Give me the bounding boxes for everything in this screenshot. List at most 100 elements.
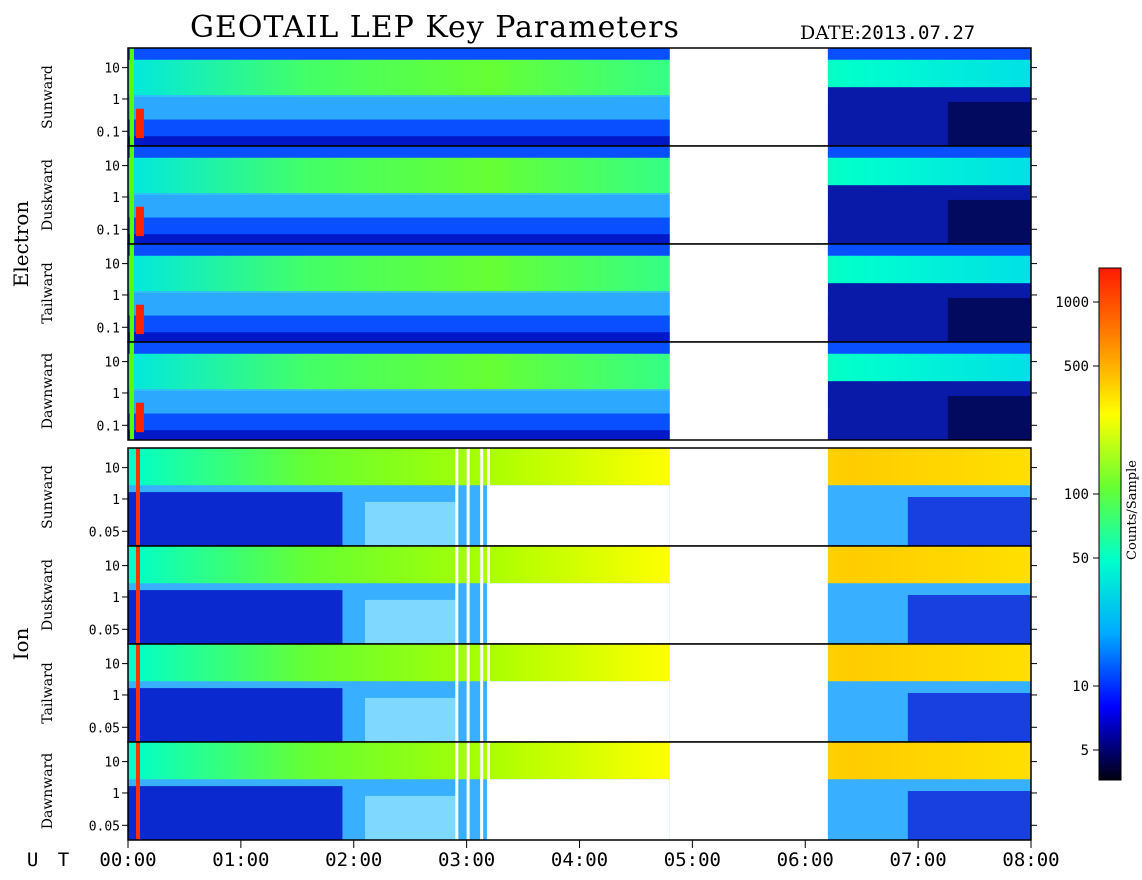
spectrogram-spike: [130, 342, 134, 440]
group-label-ion: Ion: [9, 627, 33, 660]
spectrogram-low-region: [907, 595, 1031, 644]
data-gap: [669, 644, 828, 743]
y-tick-label: 0.05: [89, 721, 120, 736]
spectrogram-bottom-band: [128, 430, 1031, 440]
partial-data-gap: [489, 681, 670, 742]
y-tick-label: 1: [112, 787, 120, 802]
y-tick-label: 10: [104, 356, 120, 371]
spectrogram-mid-region: [365, 697, 456, 742]
spectrogram-mid-region: [365, 795, 456, 840]
spectrogram-low-region: [907, 497, 1031, 546]
colorbar-tick-label: 10: [1072, 679, 1089, 695]
y-tick-label: 10: [104, 462, 120, 477]
data-gap: [669, 742, 828, 841]
data-dropout: [486, 546, 490, 644]
date-label: DATE:2013.07.27: [800, 22, 975, 44]
panel-label: Sunward: [40, 465, 56, 529]
x-tick-label: 00:00: [99, 849, 156, 871]
electron-dawnward-panel: 10 1 0.1 Dawnward: [40, 341, 1037, 441]
spectrogram-low-region: [907, 791, 1031, 840]
data-gap: [669, 342, 828, 441]
spectrogram-spike: [136, 448, 140, 546]
y-tick-label: 1: [112, 591, 120, 606]
panel-label: Tailward: [40, 262, 56, 324]
data-dropout: [486, 644, 490, 742]
colorbar-tick-label: 1000: [1055, 295, 1089, 311]
y-tick-label: 0.05: [89, 819, 120, 834]
partial-data-gap: [489, 583, 670, 644]
ion-tailward-panel: 10 1 0.05 Tailward: [40, 643, 1037, 743]
spectrogram-bottom-band: [128, 332, 1031, 342]
colorbar-tick-label: 5: [1081, 743, 1089, 759]
x-tick-label: 01:00: [212, 849, 269, 871]
y-tick-label: 1: [112, 289, 120, 304]
spectrogram-spike: [136, 206, 144, 237]
y-tick-label: 0.1: [97, 419, 120, 434]
y-tick-label: 1: [112, 387, 120, 402]
data-gap: [669, 48, 828, 147]
panel-label: Duskward: [40, 159, 56, 231]
y-tick-label: 10: [104, 160, 120, 175]
colorbar-tick-label: 50: [1072, 551, 1089, 567]
spectrogram-mid-region: [365, 599, 456, 644]
x-axis-label: U T: [27, 849, 73, 871]
spectrogram-spike: [136, 644, 140, 742]
spectrogram-mid-region: [365, 501, 456, 546]
ion-duskward-panel: 10 1 0.05 Duskward: [40, 545, 1037, 645]
data-dropout: [480, 546, 484, 644]
y-tick-label: 1: [112, 93, 120, 108]
panel-label: Dawnward: [40, 353, 56, 430]
x-tick-label: 07:00: [890, 849, 947, 871]
y-tick-label: 0.05: [89, 525, 120, 540]
y-tick-label: 10: [104, 560, 120, 575]
x-tick-label: 06:00: [777, 849, 834, 871]
data-dropout: [486, 742, 490, 840]
electron-duskward-panel: 10 1 0.1 Duskward: [40, 145, 1037, 245]
chart-title: GEOTAIL LEP Key Parameters: [190, 10, 680, 45]
y-tick-label: 0.1: [97, 223, 120, 238]
electron-sunward-panel: 10 1 0.1 Sunward: [40, 47, 1037, 147]
y-tick-label: 0.05: [89, 623, 120, 638]
panel-label: Sunward: [40, 65, 56, 129]
spectrogram-low-region: [128, 786, 343, 840]
y-tick-label: 1: [112, 493, 120, 508]
data-dropout: [466, 546, 470, 644]
data-dropout: [455, 644, 459, 742]
data-dropout: [466, 742, 470, 840]
spectrogram-spike: [130, 48, 134, 146]
x-tick-label: 02:00: [325, 849, 382, 871]
x-tick-label: 08:00: [1002, 849, 1059, 871]
spectrogram-bottom-band: [128, 234, 1031, 244]
spectrogram-dark-region: [947, 395, 1031, 440]
colorbar-tick-label: 100: [1064, 487, 1089, 503]
data-gap: [669, 546, 828, 645]
colorbar-label: Counts/Sample: [1125, 460, 1140, 560]
data-dropout: [480, 448, 484, 546]
spectrogram-spike: [136, 108, 144, 139]
y-tick-label: 0.1: [97, 321, 120, 336]
date-prefix: DATE:: [800, 22, 861, 44]
y-tick-label: 10: [104, 258, 120, 273]
panel-label: Dawnward: [40, 753, 56, 830]
y-tick-label: 10: [104, 756, 120, 771]
panel-frame: [127, 341, 1032, 441]
partial-data-gap: [489, 779, 670, 840]
y-tick-label: 10: [104, 658, 120, 673]
spectrogram-spike: [130, 146, 134, 244]
spectrogram-spike: [136, 304, 144, 335]
spectrogram-low-region: [128, 590, 343, 644]
spectrogram-low-region: [128, 492, 343, 546]
data-dropout: [466, 448, 470, 546]
panel-label: Tailward: [40, 662, 56, 724]
spectrogram-dark-region: [947, 199, 1031, 244]
ion-sunward-panel: 10 1 0.05 Sunward: [40, 447, 1037, 547]
electron-tailward-panel: 10 1 0.1 Tailward: [40, 243, 1037, 343]
y-tick-label: 1: [112, 689, 120, 704]
spectrogram-spike: [136, 546, 140, 644]
data-dropout: [486, 448, 490, 546]
data-dropout: [455, 742, 459, 840]
spectrogram-peak-band: [128, 546, 1031, 584]
spectrogram-dark-region: [947, 101, 1031, 146]
colorbar-tick-label: 500: [1064, 359, 1089, 375]
